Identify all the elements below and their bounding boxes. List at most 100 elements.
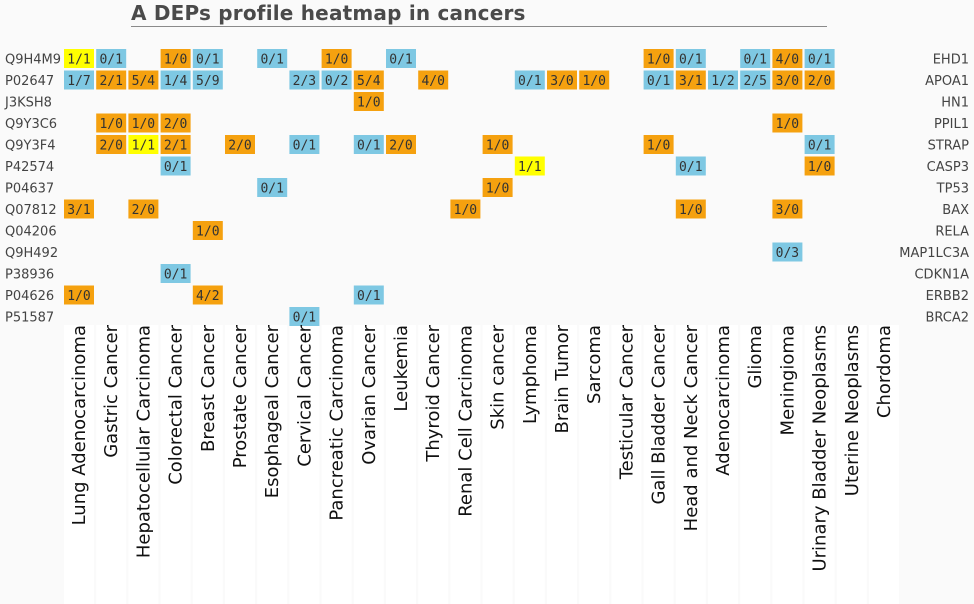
cell-label: 4/0: [776, 53, 799, 68]
heatmap-cell: [675, 70, 706, 90]
cell-label: 0/1: [518, 74, 541, 89]
row-label-gene: CDKN1A: [914, 268, 969, 283]
row-label-uniprot: Q9Y3F4: [5, 139, 55, 154]
column-label: Glioma: [745, 325, 766, 389]
cell-label: 4/2: [196, 289, 219, 304]
row-label-uniprot: P04637: [5, 182, 54, 197]
cell-label: 1/0: [808, 160, 831, 175]
cell-label: 0/1: [808, 53, 831, 68]
cell-label: 1/2: [711, 74, 734, 89]
row-label-gene: EHD1: [933, 53, 969, 68]
row-label-uniprot: Q04206: [5, 225, 57, 240]
row-label-uniprot: P42574: [5, 160, 54, 175]
title-underline: [131, 26, 827, 27]
heatmap-cell: [514, 70, 545, 90]
row-label-gene: BAX: [942, 203, 969, 218]
heatmap-cell: [128, 113, 159, 133]
heatmap-cell: [772, 70, 803, 90]
heatmap-cell: [96, 70, 127, 90]
cell-label: 1/0: [164, 53, 187, 68]
column-label: Testicular Cancer: [616, 324, 637, 480]
heatmap-cell: [353, 135, 384, 154]
column-label: Adenocarcinoma: [713, 325, 734, 476]
heatmap-cell: [64, 70, 94, 90]
column-label: Head and Neck Cancer: [681, 324, 702, 531]
column-label: Ovarian Cancer: [359, 324, 380, 464]
column-band: [64, 325, 94, 604]
column-band: [192, 325, 223, 604]
heatmap-cell: [579, 70, 610, 90]
row-label-gene: STRAP: [928, 139, 970, 154]
row-label-uniprot: Q9H4M9: [5, 53, 61, 68]
heatmap-cell: [740, 70, 771, 90]
column-label: Uterine Neoplasms: [842, 325, 863, 496]
heatmap-cell: [225, 135, 255, 154]
row-label-gene: BRCA2: [925, 311, 969, 326]
cell-label: 1/0: [776, 117, 799, 132]
cell-label: 2/3: [293, 74, 316, 89]
heatmap-cell: [160, 113, 191, 133]
chart-title: A DEPs profile heatmap in cancers: [131, 1, 526, 25]
heatmap-cell: [160, 49, 191, 68]
heatmap-cell: [386, 135, 416, 154]
column-band: [289, 325, 320, 604]
row-label-gene: APOA1: [925, 74, 969, 89]
cell-label: 2/5: [743, 74, 766, 89]
column-band: [804, 325, 835, 604]
heatmap-cell: [772, 199, 803, 219]
cell-label: 0/1: [293, 139, 316, 154]
cell-label: 1/0: [679, 203, 702, 218]
heatmap-cell: [772, 113, 803, 133]
heatmap-cell: [353, 285, 384, 305]
heatmap-cell: [192, 70, 223, 90]
heatmap-cell: [675, 49, 706, 68]
cell-label: 3/0: [776, 74, 799, 89]
cell-label: 2/0: [808, 74, 831, 89]
cell-label: 1/0: [486, 139, 509, 154]
cell-label: 2/0: [164, 117, 187, 132]
column-label: Esophageal Cancer: [262, 324, 283, 498]
row-label-gene: HN1: [941, 96, 969, 111]
heatmap-cell: [257, 49, 288, 68]
column-label: Renal Cell Carcinoma: [455, 325, 476, 517]
column-band: [611, 325, 642, 604]
cell-label: 3/0: [550, 74, 573, 89]
heatmap-cell: [547, 70, 577, 90]
heatmap-cell: [353, 70, 384, 90]
heatmap-cell: [128, 199, 159, 219]
cell-label: 1/0: [647, 53, 670, 68]
cell-label: 0/1: [679, 53, 702, 68]
cell-label: 1/0: [132, 117, 155, 132]
cell-label: 2/0: [99, 139, 122, 154]
column-band: [353, 325, 384, 604]
column-label: Lymphoma: [520, 325, 541, 424]
cell-label: 1/7: [67, 74, 90, 89]
column-label: Hepatocellular Carcinoma: [133, 325, 154, 558]
cell-label: 0/3: [776, 246, 799, 261]
heatmap-cell: [160, 156, 191, 176]
cell-label: 1/0: [647, 139, 670, 154]
column-label: Breast Cancer: [198, 324, 219, 452]
row-label-uniprot: P51587: [5, 311, 54, 326]
heatmap-cell: [643, 49, 674, 68]
cell-label: 0/1: [679, 160, 702, 175]
heatmap-cell: [64, 49, 94, 68]
cell-label: 1/0: [196, 225, 219, 240]
heatmap-cell: [64, 199, 94, 219]
cell-label: 0/1: [808, 139, 831, 154]
column-band: [643, 325, 674, 604]
heatmap-cell: [160, 264, 191, 283]
cell-label: 1/0: [67, 289, 90, 304]
cell-label: 4/0: [421, 74, 444, 89]
cell-label: 1/0: [486, 182, 509, 197]
row-label-uniprot: Q9H492: [5, 246, 58, 261]
cell-label: 1/0: [582, 74, 605, 89]
heatmap-cell: [418, 70, 449, 90]
cell-label: 1/4: [164, 74, 188, 89]
column-label: Pancreatic Carcinoma: [327, 325, 348, 521]
cell-label: 0/1: [196, 53, 219, 68]
column-band: [547, 325, 577, 604]
column-label: Gastric Cancer: [101, 324, 122, 457]
cell-label: 3/1: [67, 203, 90, 218]
column-band: [708, 325, 738, 604]
